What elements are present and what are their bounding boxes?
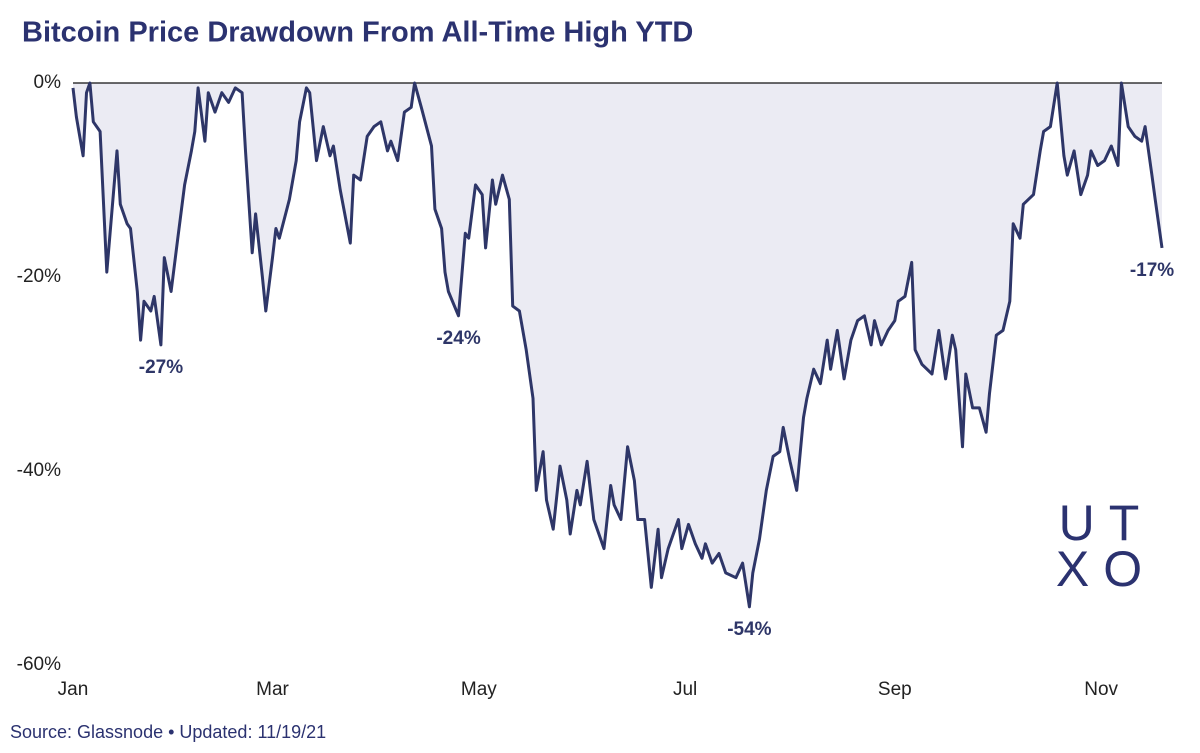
x-tick-label: Nov: [1084, 679, 1118, 700]
line: [71, 81, 1164, 609]
y-tick-label: 0%: [34, 72, 62, 93]
y-tick-label: -20%: [17, 266, 61, 287]
x-tick-label: Jan: [58, 679, 89, 700]
source: Source: Glassnode • Updated: 11/19/21: [10, 722, 326, 742]
y-tick-label: -60%: [17, 654, 61, 675]
logo: XO: [1056, 541, 1156, 597]
annotation: -17%: [1130, 260, 1174, 281]
annotation: -54%: [727, 619, 771, 640]
y-tick-label: -40%: [17, 460, 61, 481]
area: [73, 83, 1162, 607]
x-tick-label: Jul: [673, 679, 697, 700]
annotation: -27%: [139, 357, 183, 378]
annotation: -24%: [436, 328, 480, 349]
chart-title: Bitcoin Price Drawdown From All-Time Hig…: [22, 17, 693, 49]
x-tick-label: Sep: [878, 679, 912, 700]
x-tick-label: May: [461, 679, 497, 700]
logo: UT: [1059, 495, 1154, 551]
x-tick-label: Mar: [256, 679, 289, 700]
